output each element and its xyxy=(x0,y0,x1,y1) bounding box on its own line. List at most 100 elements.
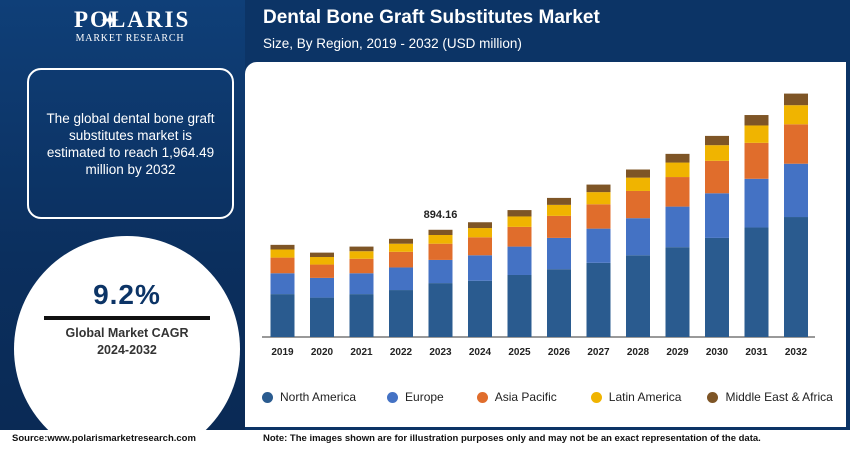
x-tick-label: 2023 xyxy=(429,347,452,358)
bar-2031-asia-pacific xyxy=(744,142,769,179)
bar-2029-latin-america xyxy=(665,162,690,178)
x-tick-label: 2025 xyxy=(508,347,531,358)
bar-2030-latin-america xyxy=(705,145,729,161)
bar-2022-north-america xyxy=(389,290,413,337)
bar-2032-middle-east-africa xyxy=(784,93,808,106)
legend-item: Asia Pacific xyxy=(476,390,557,404)
bar-2031-europe xyxy=(744,178,769,228)
disclaimer-note: Note: The images shown are for illustrat… xyxy=(263,433,761,444)
bar-2025-asia-pacific xyxy=(507,226,532,247)
stacked-bar-chart: 2019 2020 2021 2022 2023 894.16 2024 2025 2026 20… xyxy=(262,93,815,358)
bar-2025-latin-america xyxy=(507,216,532,227)
x-tick-label: 2024 xyxy=(469,347,492,358)
legend-marker xyxy=(476,391,488,403)
bar-2026-north-america xyxy=(547,269,571,337)
bar-2028-north-america xyxy=(626,255,650,337)
chart-subtitle: Size, By Region, 2019 - 2032 (USD millio… xyxy=(263,36,522,51)
footer-bar xyxy=(0,430,850,450)
logo-tagline: MARKET RESEARCH xyxy=(75,33,185,44)
x-tick-label: 2026 xyxy=(548,347,571,358)
legend-item: Latin America xyxy=(590,390,682,404)
x-tick-label: 2031 xyxy=(745,347,768,358)
bar-2023-asia-pacific xyxy=(428,243,453,260)
legend-marker xyxy=(707,391,719,403)
bar-2032-latin-america xyxy=(784,105,808,125)
bar-2023-middle-east-africa xyxy=(428,229,453,235)
bar-2027-asia-pacific xyxy=(586,204,611,229)
bar-2025-north-america xyxy=(507,274,532,337)
bar-2020-north-america xyxy=(310,297,334,337)
x-tick-label: 2019 xyxy=(271,347,294,358)
legend-label: Asia Pacific xyxy=(494,390,557,404)
bar-2028-latin-america xyxy=(626,177,650,191)
x-tick-label: 2030 xyxy=(706,347,729,358)
bar-2019-middle-east-africa xyxy=(270,244,295,250)
legend-item: North America xyxy=(262,390,356,404)
bar-2028-middle-east-africa xyxy=(626,169,650,178)
bar-2025-middle-east-africa xyxy=(507,210,532,217)
bar-2021-europe xyxy=(349,273,374,295)
bar-2027-north-america xyxy=(586,262,611,337)
info-text: The global dental bone graft substitutes… xyxy=(46,110,215,177)
cagr-circle xyxy=(14,236,240,450)
x-tick-label: 2027 xyxy=(587,347,610,358)
logo-wordmark: POLARIS xyxy=(74,7,191,32)
cagr-divider xyxy=(44,316,210,320)
bar-2019-asia-pacific xyxy=(270,257,295,274)
bar-2020-middle-east-africa xyxy=(310,252,334,258)
bar-2019-latin-america xyxy=(270,249,295,258)
bar-2032-europe xyxy=(784,163,808,218)
bar-2026-middle-east-africa xyxy=(547,197,571,205)
legend-label: North America xyxy=(280,390,357,404)
bar-2021-latin-america xyxy=(349,251,374,259)
cagr-caption: Global Market CAGR 2024-2032 xyxy=(14,325,240,359)
bar-2020-asia-pacific xyxy=(310,264,334,278)
bar-2021-asia-pacific xyxy=(349,258,374,274)
info-box: The global dental bone graft substitutes… xyxy=(27,68,234,219)
bar-2028-europe xyxy=(626,218,650,256)
bar-2019-europe xyxy=(270,273,295,295)
bar-2019-north-america xyxy=(270,294,295,337)
bar-2022-middle-east-africa xyxy=(389,238,413,244)
bar-2031-latin-america xyxy=(744,125,769,143)
legend-label: Middle East & Africa xyxy=(725,390,833,404)
bar-2022-latin-america xyxy=(389,243,413,252)
legend-marker xyxy=(262,391,273,403)
bar-2029-asia-pacific xyxy=(665,177,690,207)
bar-2024-europe xyxy=(468,255,492,281)
bar-2029-north-america xyxy=(665,247,690,337)
x-tick-label: 2022 xyxy=(390,347,413,358)
bar-2026-europe xyxy=(547,237,571,270)
legend-label: Latin America xyxy=(608,390,682,404)
legend-item: Middle East & Africa xyxy=(707,390,833,404)
bar-2024-latin-america xyxy=(468,228,492,238)
chart-legend: North America Europe Asia Pacific Latin Ame… xyxy=(262,389,842,405)
bar-2024-middle-east-africa xyxy=(468,222,492,229)
cagr-label: Global Market CAGR xyxy=(65,326,189,340)
bar-2020-europe xyxy=(310,277,334,298)
bar-2027-latin-america xyxy=(586,192,611,205)
x-tick-label: 2029 xyxy=(666,347,689,358)
cagr-period: 2024-2032 xyxy=(97,343,157,357)
bar-2024-north-america xyxy=(468,280,492,337)
bar-2027-middle-east-africa xyxy=(586,184,611,193)
x-tick-label: 2020 xyxy=(311,347,334,358)
legend-marker xyxy=(387,391,399,403)
bar-2025-europe xyxy=(507,246,532,275)
x-tick-label: 2032 xyxy=(785,347,808,358)
cagr-value: 9.2% xyxy=(93,279,161,310)
bar-2028-asia-pacific xyxy=(626,190,650,219)
bar-2032-asia-pacific xyxy=(784,124,808,164)
x-tick-label: 2021 xyxy=(350,347,373,358)
polaris-logo: POLARIS MARKET RESEARCH xyxy=(74,7,191,51)
bar-2022-asia-pacific xyxy=(389,251,413,268)
star-icon xyxy=(101,11,119,29)
bar-2024-asia-pacific xyxy=(468,237,492,256)
x-tick-label: 2028 xyxy=(627,347,650,358)
source-text: Source:www.polarismarketresearch.com xyxy=(12,433,196,444)
legend-marker xyxy=(590,391,602,403)
bar-2031-north-america xyxy=(744,227,769,337)
bar-2022-europe xyxy=(389,267,413,291)
bar-2021-middle-east-africa xyxy=(349,246,374,252)
bar-2020-latin-america xyxy=(310,257,334,265)
